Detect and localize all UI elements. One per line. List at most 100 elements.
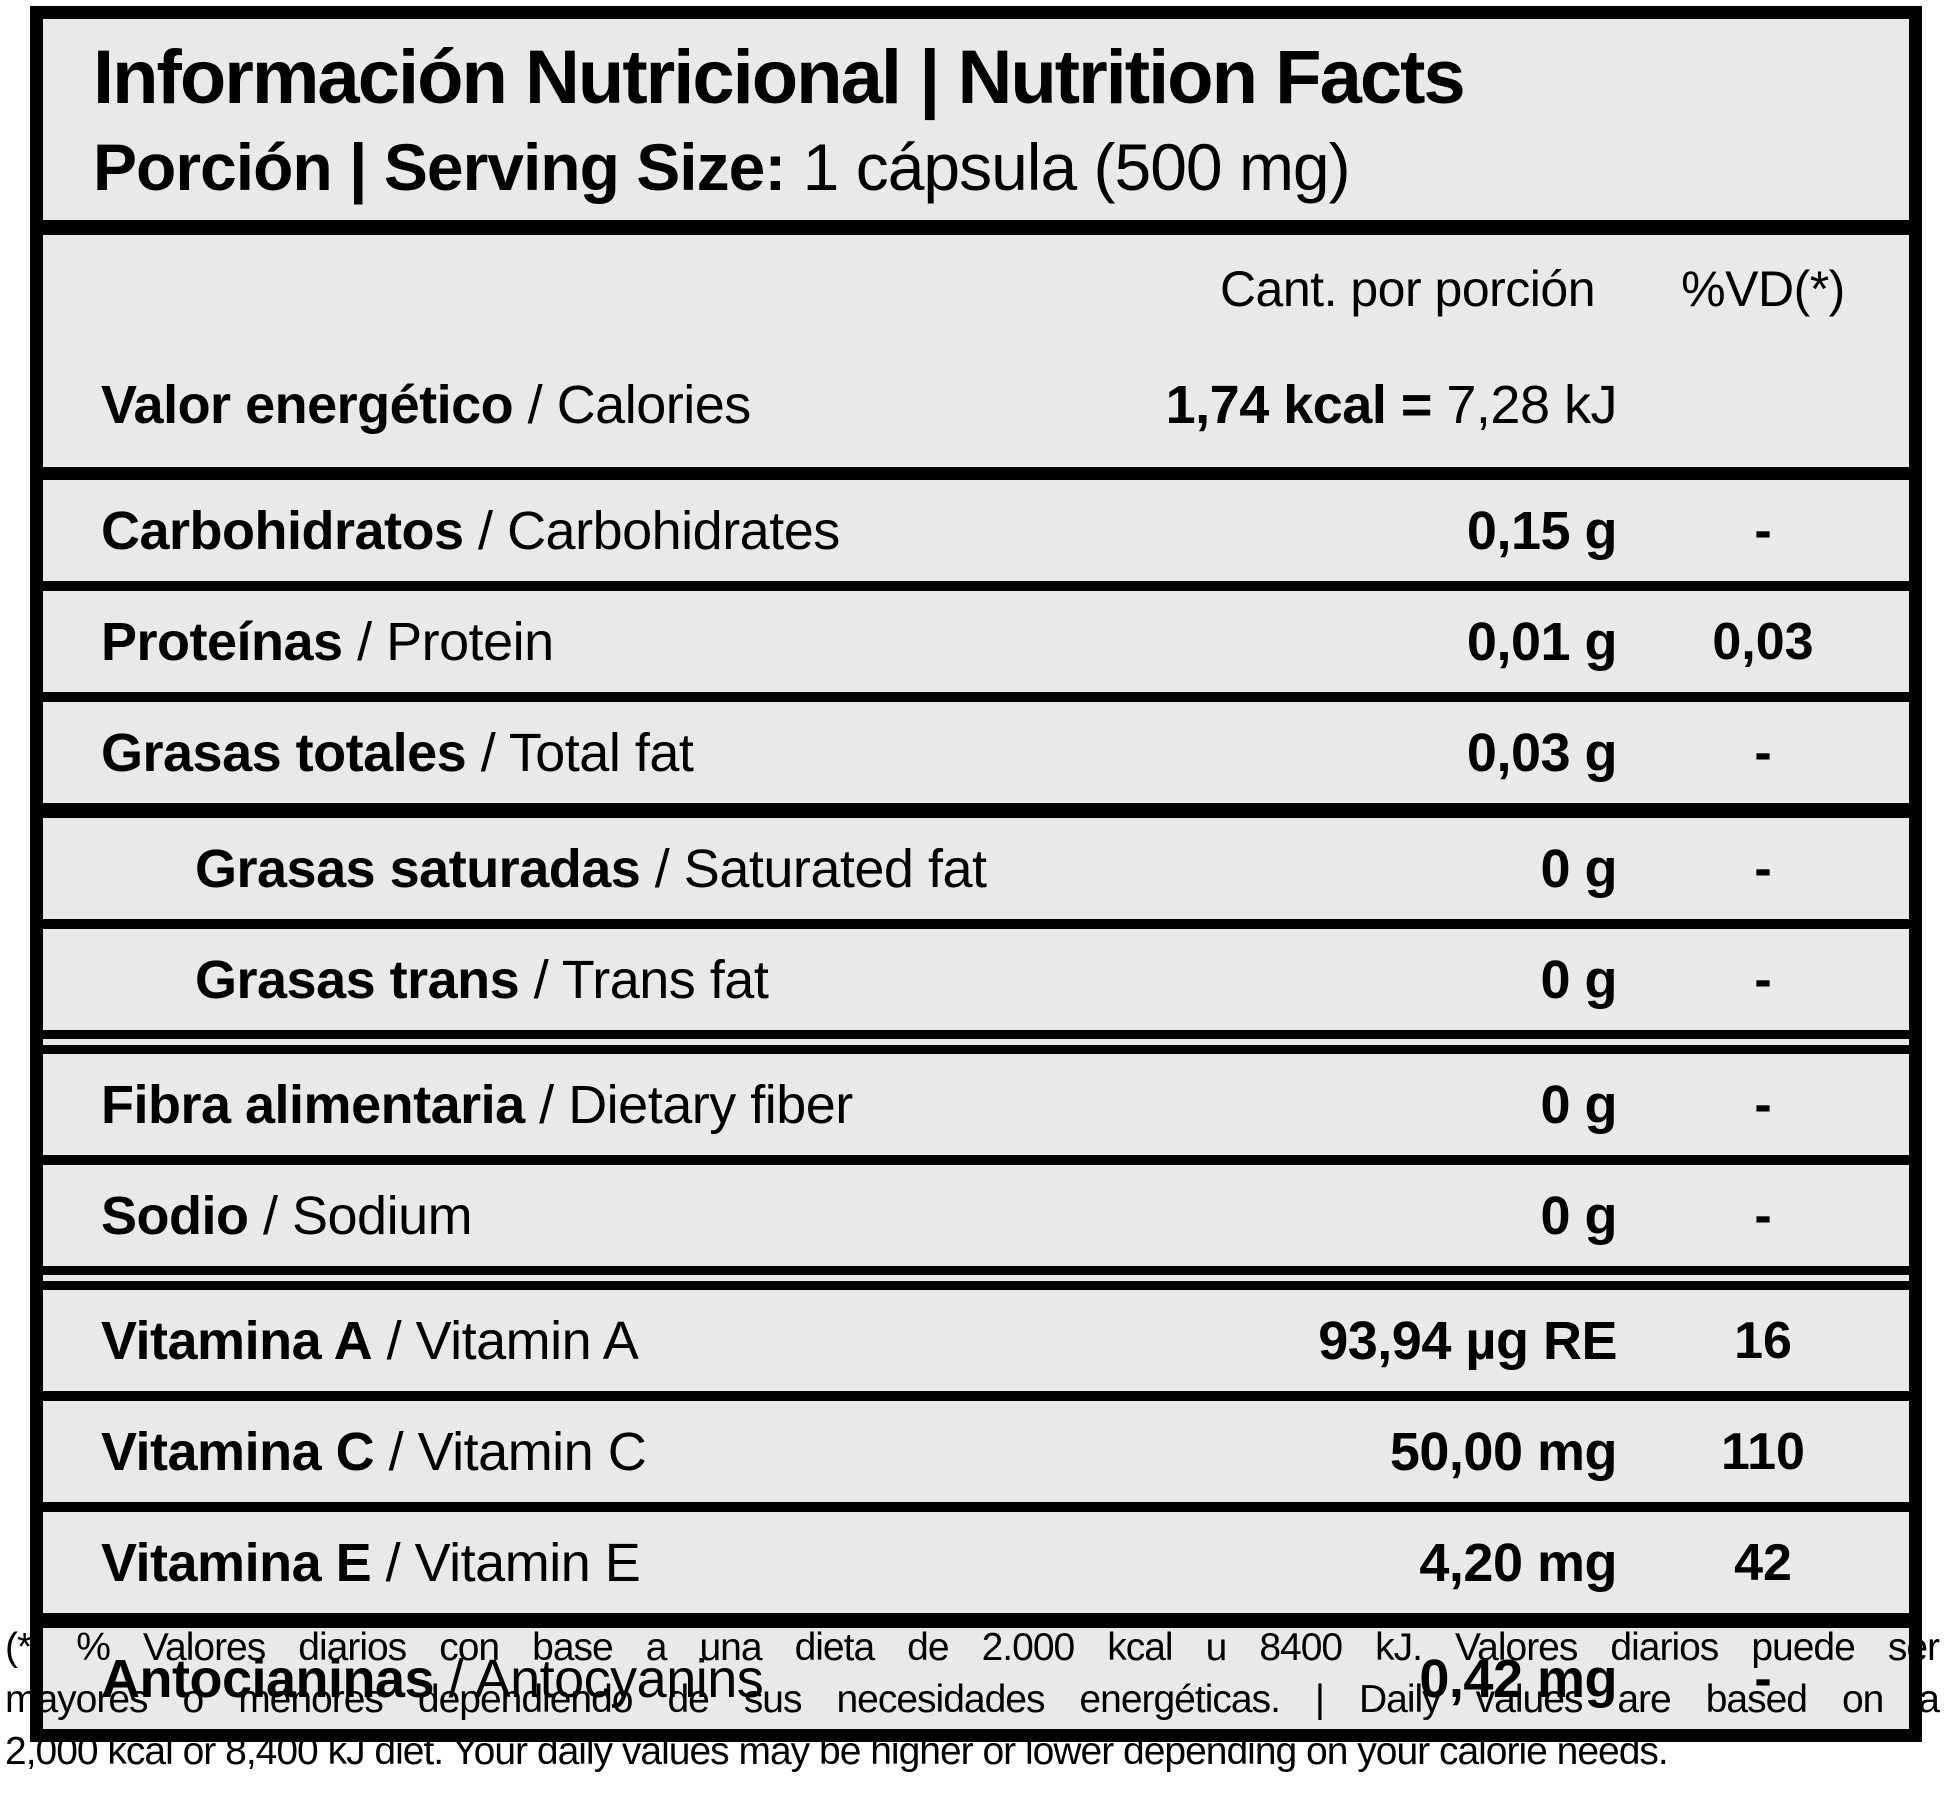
nutrient-name-en: Sodium (292, 1185, 473, 1246)
section-divider (43, 220, 1909, 235)
nutrient-amount: 50,00 mg (1389, 1421, 1618, 1482)
nutrient-label: Valor energético / Calories (43, 374, 1166, 436)
nutrient-name-en: Dietary fiber (568, 1074, 853, 1135)
column-header-amount: Cant. por porción (1219, 261, 1596, 317)
language-separator: / (372, 1310, 416, 1371)
nutrient-dv: 0,03 (1712, 612, 1814, 671)
nutrient-row: Sodio / Sodium 0 g - (43, 1165, 1909, 1266)
nutrient-row: Vitamina C / Vitamin C 50,00 mg 110 (43, 1401, 1909, 1502)
nutrient-amount: 0,15 g (1466, 500, 1618, 561)
row-divider (43, 1391, 1909, 1401)
language-separator: / (524, 1074, 569, 1135)
row-divider (43, 692, 1909, 702)
row-divider (43, 1155, 1909, 1165)
footnote-line: 2,000 kcal or 8,400 kJ diet. Your daily … (5, 1729, 1669, 1773)
row-divider (43, 1266, 1909, 1290)
nutrient-name-en: Saturated fat (683, 838, 987, 899)
nutrient-name-en: Total fat (508, 722, 694, 783)
row-divider (43, 1030, 1909, 1054)
section-divider (43, 467, 1909, 480)
nutrient-name-en: Protein (386, 611, 554, 672)
nutrient-name-en: Vitamin A (415, 1310, 639, 1371)
nutrient-name-es: Grasas saturadas (195, 838, 641, 899)
energy-kcal-value: 1,74 kcal = (1165, 375, 1447, 435)
language-separator: / (466, 722, 509, 783)
nutrient-label: Carbohidratos / Carbohidrates (43, 500, 1467, 562)
nutrient-rows: Carbohidratos / Carbohidrates 0,15 g - P… (43, 480, 1909, 1729)
language-separator: / (463, 500, 508, 561)
nutrient-row: Vitamina E / Vitamin E 4,20 mg 42 (43, 1512, 1909, 1613)
nutrient-label: Grasas totales / Total fat (43, 722, 1467, 784)
row-divider (43, 1502, 1909, 1512)
nutrient-name-es: Antocianinas (101, 1648, 435, 1709)
nutrient-label: Vitamina E / Vitamin E (43, 1532, 1419, 1594)
row-divider (43, 581, 1909, 591)
energy-section: Cant. por porción %VD(*) Valor energétic… (43, 235, 1909, 467)
language-separator: / (374, 1421, 418, 1482)
nutrient-amount: 1,74 kcal = 7,28 kJ (1165, 374, 1618, 436)
nutrient-name-es: Grasas totales (101, 722, 467, 783)
nutrient-name-es: Sodio (101, 1185, 249, 1246)
nutrient-dv: 42 (1734, 1533, 1792, 1592)
nutrient-amount: 0,42 mg (1419, 1648, 1617, 1709)
serving-size-value: 1 cápsula (500 mg) (785, 130, 1351, 205)
row-divider (43, 919, 1909, 929)
footnote: (*) % Valores diarios con base a una die… (5, 1622, 1940, 1778)
nutrient-name-es: Vitamina E (101, 1532, 372, 1593)
page-title: Información Nutricional | Nutrition Fact… (93, 35, 1466, 120)
language-separator: / (513, 375, 557, 435)
nutrient-amount: 0 g (1540, 949, 1617, 1010)
nutrient-amount: 0 g (1540, 838, 1617, 899)
language-separator: / (640, 838, 684, 899)
language-separator: / (342, 611, 387, 672)
language-separator: / (434, 1648, 475, 1709)
serving-size-label: Porción | Serving Size: (93, 130, 786, 205)
nutrient-row: Grasas trans / Trans fat 0 g - (43, 929, 1909, 1030)
energy-kj-value: 7,28 kJ (1446, 375, 1617, 435)
nutrient-name-es: Grasas trans (195, 949, 520, 1010)
table-header: Información Nutricional | Nutrition Fact… (43, 19, 1909, 220)
nutrient-label: Proteínas / Protein (43, 611, 1467, 673)
nutrient-amount: 0 g (1540, 1185, 1617, 1246)
serving-size-line: Porción | Serving Size: 1 cápsula (500 m… (93, 130, 1899, 206)
nutrient-name-es: Vitamina A (101, 1310, 373, 1371)
energy-row: Valor energético / Calories 1,74 kcal = … (43, 343, 1909, 467)
nutrient-row: Carbohidratos / Carbohidrates 0,15 g - (43, 480, 1909, 581)
nutrient-name-en: Carbohidrates (507, 500, 840, 561)
nutrient-label: Vitamina C / Vitamin C (43, 1421, 1390, 1483)
column-header-dv: %VD(*) (1681, 261, 1845, 317)
nutrient-label: Grasas saturadas / Saturated fat (43, 838, 1540, 900)
nutrient-amount: 0 g (1540, 1074, 1617, 1135)
language-separator: / (371, 1532, 415, 1593)
nutrient-name-en: Trans fat (561, 949, 769, 1010)
nutrient-dv: 110 (1721, 1422, 1805, 1481)
nutrient-row: Vitamina A / Vitamin A 93,94 µg RE 16 (43, 1290, 1909, 1391)
nutrient-name-es: Vitamina C (101, 1421, 375, 1482)
nutrient-dv: - (1754, 501, 1772, 560)
nutrient-label: Grasas trans / Trans fat (43, 949, 1540, 1011)
nutrient-row: Grasas saturadas / Saturated fat 0 g - (43, 818, 1909, 919)
nutrient-dv: - (1754, 723, 1772, 782)
nutrient-name-en: Vitamin E (414, 1532, 641, 1593)
nutrient-name-es: Proteínas (101, 611, 343, 672)
nutrient-dv: - (1754, 1075, 1772, 1134)
nutrition-facts-table: Información Nutricional | Nutrition Fact… (30, 6, 1922, 1742)
nutrient-name-en: Antocyanins (474, 1648, 764, 1709)
nutrient-dv: - (1754, 1649, 1772, 1708)
nutrient-row: Grasas totales / Total fat 0,03 g - (43, 702, 1909, 803)
nutrient-name-es: Fibra alimentaria (101, 1074, 525, 1135)
nutrient-name-en: Vitamin C (417, 1421, 647, 1482)
column-header-row: Cant. por porción %VD(*) (43, 235, 1909, 343)
nutrient-amount: 93,94 µg RE (1318, 1310, 1617, 1371)
row-divider (43, 803, 1909, 818)
nutrient-label: Sodio / Sodium (43, 1185, 1540, 1247)
nutrient-amount: 0,01 g (1466, 611, 1618, 672)
language-separator: / (519, 949, 562, 1010)
row-divider (43, 1613, 1909, 1628)
nutrient-name-en: Calories (556, 375, 752, 435)
nutrient-label: Antocianinas / Antocyanins (43, 1648, 1419, 1710)
nutrient-dv: - (1754, 950, 1772, 1009)
nutrient-label: Vitamina A / Vitamin A (43, 1310, 1318, 1372)
nutrient-amount: 4,20 mg (1419, 1532, 1617, 1593)
nutrient-dv: 16 (1734, 1311, 1792, 1370)
